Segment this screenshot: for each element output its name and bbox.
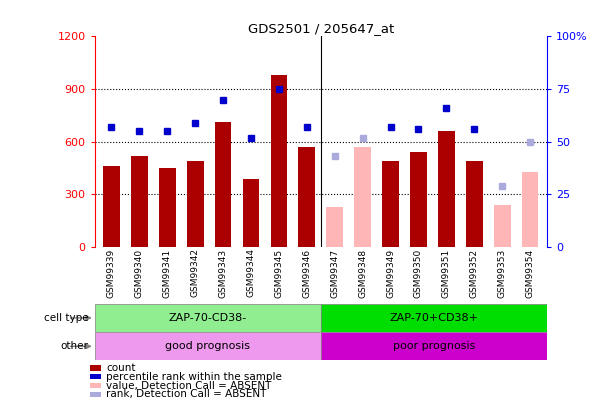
Bar	[382, 161, 399, 247]
Text: good prognosis: good prognosis	[165, 341, 251, 351]
Bar	[90, 365, 101, 371]
Bar	[187, 161, 203, 247]
Bar	[466, 161, 483, 247]
Bar	[410, 152, 427, 247]
Bar	[271, 75, 287, 247]
Bar	[159, 168, 175, 247]
Text: other: other	[60, 341, 89, 351]
Bar	[298, 147, 315, 247]
Bar	[438, 131, 455, 247]
Bar	[522, 172, 538, 247]
Text: cell type: cell type	[44, 313, 89, 323]
Bar	[243, 179, 260, 247]
Bar	[90, 374, 101, 379]
Text: rank, Detection Call = ABSENT: rank, Detection Call = ABSENT	[106, 390, 266, 399]
Bar	[326, 207, 343, 247]
Bar	[131, 156, 148, 247]
Text: percentile rank within the sample: percentile rank within the sample	[106, 372, 282, 382]
Text: value, Detection Call = ABSENT: value, Detection Call = ABSENT	[106, 381, 272, 390]
Bar	[321, 304, 547, 332]
Bar	[354, 147, 371, 247]
Bar	[214, 122, 232, 247]
Bar	[321, 332, 547, 360]
Text: ZAP-70-CD38-: ZAP-70-CD38-	[169, 313, 247, 323]
Text: poor prognosis: poor prognosis	[393, 341, 475, 351]
Text: count: count	[106, 363, 136, 373]
Bar	[103, 166, 120, 247]
Bar	[494, 205, 511, 247]
Bar	[90, 392, 101, 397]
Bar	[95, 332, 321, 360]
Bar	[95, 304, 321, 332]
Title: GDS2501 / 205647_at: GDS2501 / 205647_at	[247, 22, 394, 35]
Bar	[90, 383, 101, 388]
Text: ZAP-70+CD38+: ZAP-70+CD38+	[389, 313, 478, 323]
